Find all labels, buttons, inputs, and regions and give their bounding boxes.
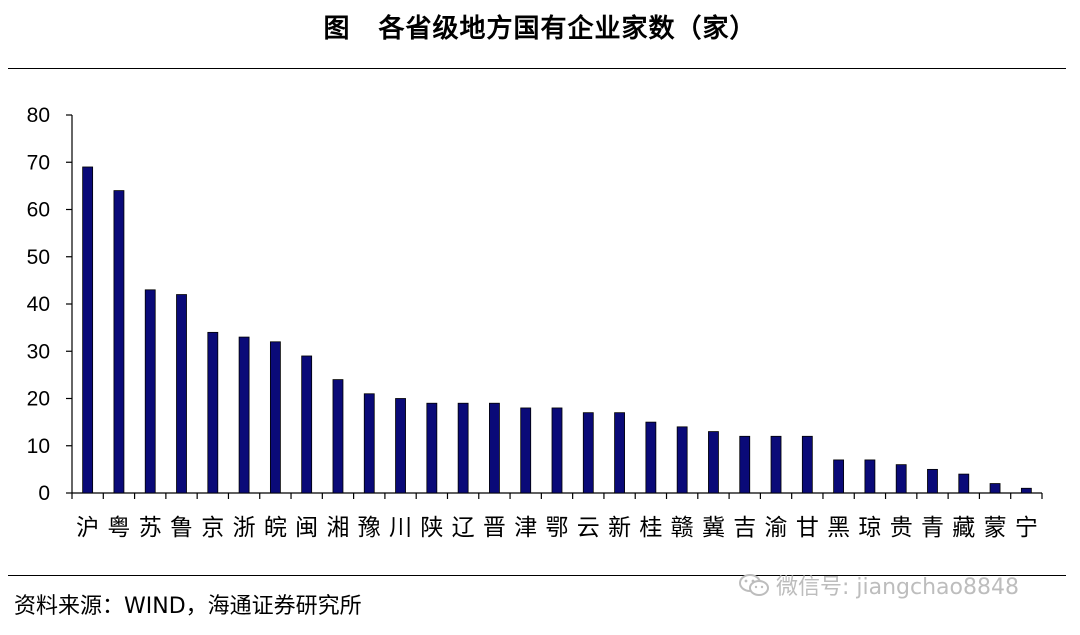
x-category-label: 陕 [420,515,443,541]
x-category-label: 鄂 [546,515,569,541]
y-tick-label: 20 [27,388,50,411]
x-category-label: 湘 [326,515,349,541]
bar-13 [457,402,469,494]
bar-8 [301,355,313,494]
bar-2 [113,190,125,494]
watermark: 微信号: jiangchao8848 [738,569,1019,601]
bar-1 [82,166,94,494]
x-category-label: 京 [201,515,224,541]
bar-23 [770,435,782,494]
y-tick-label: 50 [27,246,50,269]
x-category-label: 藏 [952,515,975,541]
y-tick-label: 80 [27,104,50,127]
bar-9 [332,379,344,494]
x-category-label: 粤 [107,515,130,541]
x-category-label: 吉 [733,515,756,541]
wechat-icon [739,574,769,596]
top-rule [8,68,1066,69]
x-category-label: 鲁 [170,515,193,541]
bar-chart: 0 10 20 30 40 50 60 70 80 沪粤苏鲁京浙皖闽湘豫川陕辽晋津鄂云新桂赣冀吉渝… [27,104,1043,541]
bar-4 [176,294,187,494]
x-category-label: 蒙 [984,515,1007,541]
bar-6 [238,336,250,494]
bar-20 [676,426,688,494]
x-category-label: 浙 [233,515,256,541]
x-category-label: 赣 [671,515,694,541]
figure-title: 各省级地方国有企业家数（家） [378,14,757,44]
source-note: 资料来源：WIND，海通证券研究所 [14,594,362,619]
y-tick-label: 60 [27,199,50,222]
bar-5 [207,331,219,494]
bar-28 [927,468,938,494]
chart-title: 图各省级地方国有企业家数（家） [0,8,1080,45]
bottom-rule [8,575,1066,576]
x-category-label: 贵 [890,515,913,541]
x-category-label: 甘 [796,515,819,541]
x-category-label: 冀 [702,515,725,541]
x-category-label: 沪 [76,515,99,541]
x-category-label: 桂 [639,515,662,541]
x-category-label: 皖 [264,515,287,541]
bar-18 [614,412,625,494]
y-tick-label: 70 [27,151,50,174]
bar-21 [708,431,719,494]
y-tick-label: 10 [27,435,50,458]
bar-25 [833,459,845,494]
x-category-label: 闽 [295,515,318,541]
bar-17 [582,412,594,494]
x-category-label: 琼 [858,515,881,541]
x-category-label: 晋 [483,515,506,541]
x-category-label: 津 [514,515,537,541]
y-tick-label: 0 [38,482,50,505]
x-category-label: 云 [577,515,600,541]
x-category-label: 新 [608,515,631,541]
bar-27 [895,464,907,494]
bar-22 [739,435,751,494]
bar-26 [864,459,876,494]
bar-19 [645,421,657,494]
x-category-label: 渝 [765,515,788,541]
bar-10 [363,393,375,494]
x-category-label: 苏 [139,515,162,541]
x-category-label: 川 [389,515,412,541]
bar-16 [551,407,563,494]
y-tick-label: 40 [27,293,50,316]
bar-3 [144,289,156,494]
x-category-label: 青 [921,515,944,541]
bar-15 [520,407,532,494]
x-category-label: 辽 [452,515,475,541]
x-category-label: 宁 [1015,515,1038,541]
bar-30 [989,483,1001,494]
y-tick-label: 30 [27,340,50,363]
bar-7 [269,341,281,494]
x-category-label: 黑 [827,515,850,541]
bar-29 [958,473,970,494]
bar-14 [489,402,500,494]
bar-24 [801,435,813,494]
watermark-text: 微信号: jiangchao8848 [776,575,1019,600]
bar-11 [395,398,406,494]
bar-31 [1020,487,1032,494]
bar-12 [426,402,438,494]
x-category-label: 豫 [358,515,381,541]
figure-label: 图 [323,14,351,44]
